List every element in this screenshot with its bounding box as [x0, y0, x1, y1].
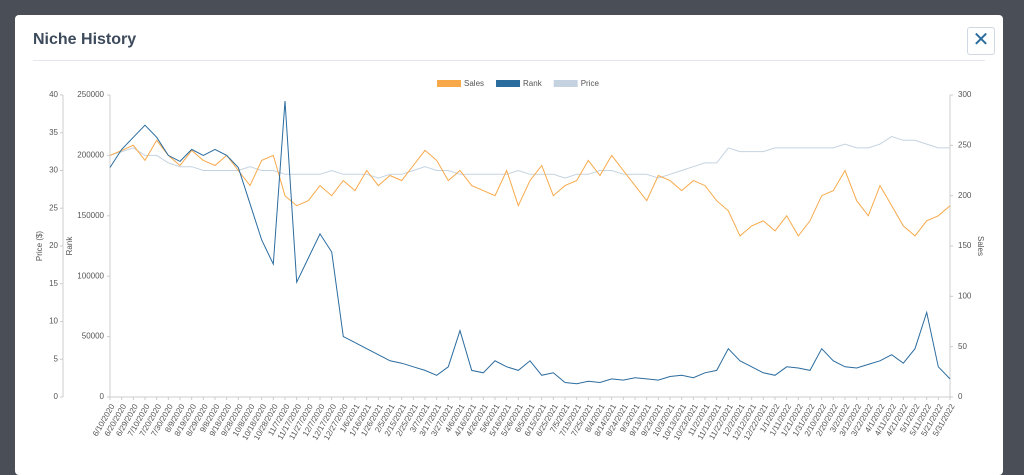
series-line	[109, 135, 950, 179]
modal-title: Niche History	[33, 31, 137, 48]
y2-tick-label: 300	[958, 90, 972, 99]
series-line	[109, 100, 951, 385]
y3-tick-label: 200000	[77, 151, 104, 160]
close-button[interactable]: ✕	[967, 27, 995, 55]
y-tick-label: 20	[49, 241, 58, 250]
y3-tick-label: 50000	[82, 332, 105, 341]
y-axis-title: Price ($)	[35, 231, 44, 262]
y2-tick-label: 250	[958, 140, 972, 149]
legend-swatch	[496, 80, 521, 87]
y2-tick-label: 200	[958, 191, 972, 200]
y-tick-label: 10	[49, 317, 58, 326]
y-tick-label: 25	[49, 203, 58, 212]
y3-tick-label: 150000	[77, 211, 104, 220]
y-tick-label: 35	[49, 128, 58, 137]
divider	[33, 60, 985, 61]
y-tick-label: 0	[54, 392, 59, 401]
y-tick-label: 15	[49, 279, 58, 288]
y-tick-label: 5	[54, 354, 59, 363]
y3-tick-label: 0	[100, 392, 105, 401]
legend-label: Sales	[464, 79, 484, 88]
y3-tick-label: 100000	[77, 271, 104, 280]
legend-label: Price	[581, 79, 600, 88]
y2-axis-title: Sales	[976, 236, 985, 256]
y3-axis-title: Rank	[65, 236, 74, 256]
legend-swatch	[437, 80, 461, 87]
legend-swatch	[553, 80, 578, 87]
y2-tick-label: 0	[958, 392, 963, 401]
y2-tick-label: 100	[958, 291, 972, 300]
y-tick-label: 30	[49, 166, 58, 175]
y2-tick-label: 50	[958, 342, 967, 351]
y2-tick-label: 150	[958, 241, 972, 250]
legend-label: Rank	[523, 79, 543, 88]
y-tick-label: 40	[49, 90, 58, 99]
series-line	[109, 139, 951, 237]
y3-tick-label: 250000	[77, 90, 104, 99]
